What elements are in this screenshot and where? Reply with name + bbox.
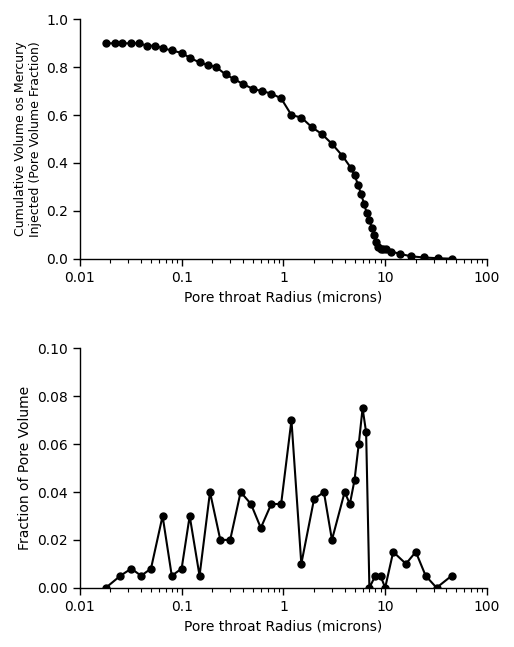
- X-axis label: Pore throat Radius (microns): Pore throat Radius (microns): [184, 290, 382, 304]
- Y-axis label: Cumulative Volume os Mercury
Injected (Pore Volume Fraction): Cumulative Volume os Mercury Injected (P…: [14, 41, 42, 237]
- X-axis label: Pore throat Radius (microns): Pore throat Radius (microns): [184, 619, 382, 633]
- Y-axis label: Fraction of Pore Volume: Fraction of Pore Volume: [18, 386, 32, 550]
